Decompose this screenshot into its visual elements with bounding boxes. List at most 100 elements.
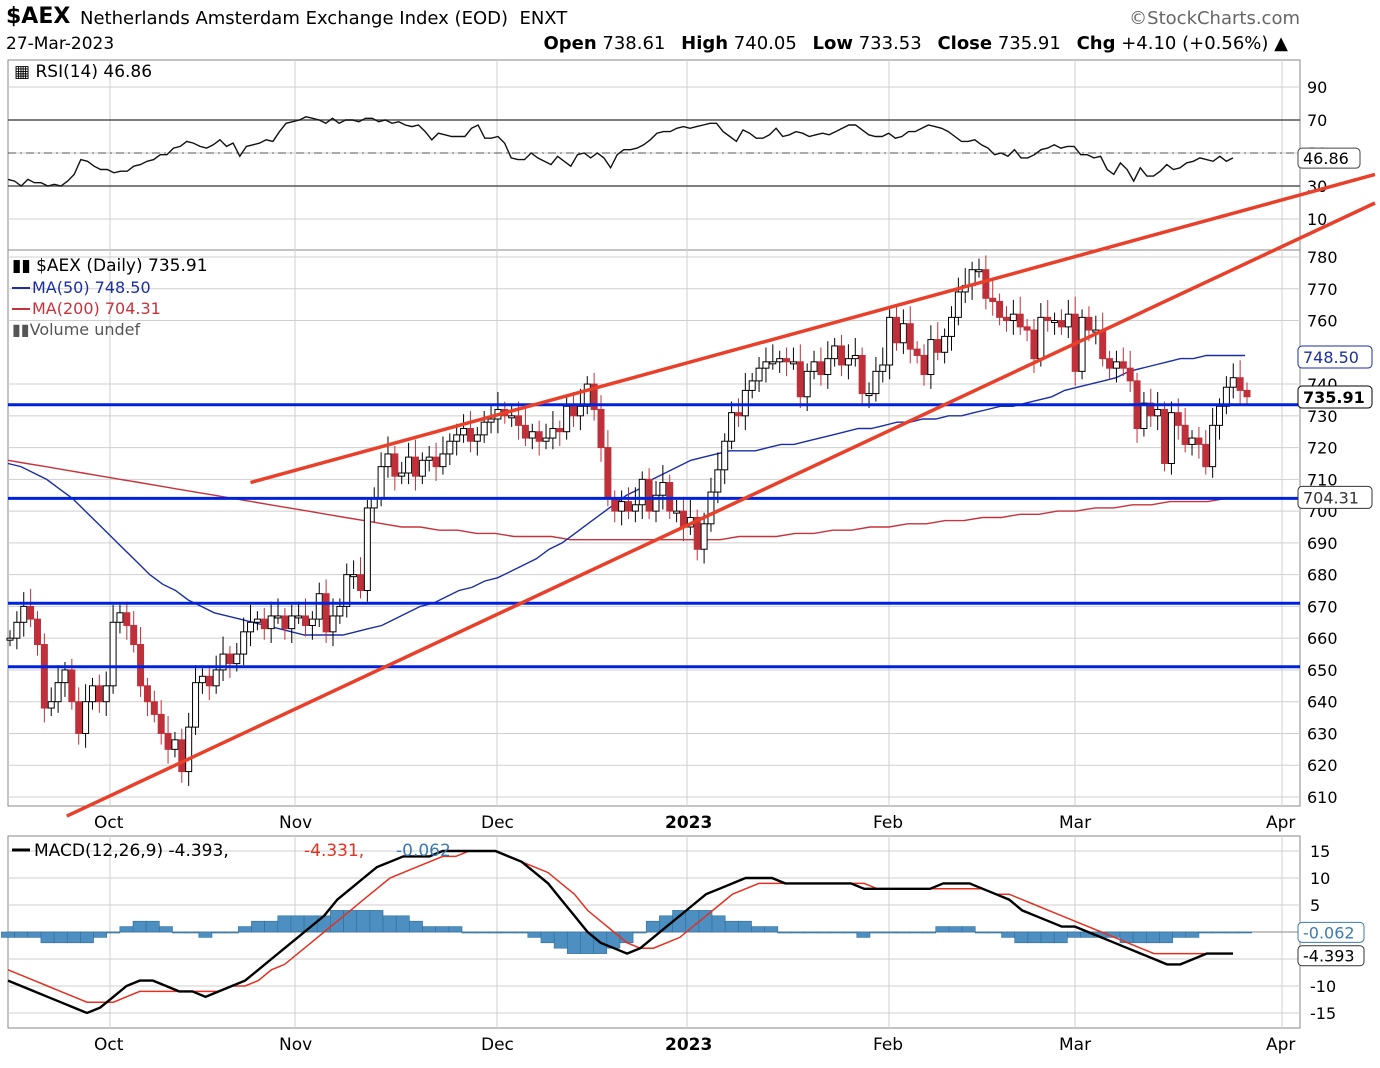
price-x-label: Oct [94, 813, 124, 833]
candle-body [563, 405, 571, 433]
ma200-line [7, 459, 1245, 541]
macd-histogram-bar [1067, 931, 1081, 938]
price-tick-label: 630 [1307, 724, 1338, 743]
rsi-value-box [1297, 147, 1361, 169]
rsi-tick-label: 70 [1307, 111, 1327, 130]
macd-tick-label: -10 [1310, 977, 1336, 996]
candle [95, 674, 103, 713]
candle-body [102, 685, 110, 703]
candle-body [1202, 443, 1210, 468]
candle-body [638, 478, 646, 506]
macd-histogram-bar [764, 926, 779, 933]
candle-body [1023, 326, 1031, 331]
candle-body [934, 339, 942, 353]
candle [810, 350, 818, 380]
candle [535, 420, 543, 456]
candle [1112, 350, 1120, 383]
candle-body [27, 605, 35, 620]
candle [549, 411, 557, 450]
price-x-label: Dec [481, 813, 514, 833]
macd-histogram-bar [448, 926, 463, 933]
rsi-tick-label: 10 [1307, 210, 1327, 229]
candle-body [308, 618, 316, 626]
rsi-line [7, 115, 1234, 187]
candle-body [460, 428, 468, 436]
candle-body [741, 389, 749, 417]
macd-value-box [1297, 945, 1365, 967]
macd-histogram-bar [882, 931, 897, 934]
candle [164, 716, 172, 764]
candle-body [673, 510, 681, 514]
candle [27, 588, 35, 628]
candle-body [831, 345, 839, 360]
candle-body [20, 605, 28, 623]
macd-histogram-bar [369, 910, 384, 933]
candle-body [1099, 329, 1107, 360]
macd-histogram-bar [751, 926, 765, 933]
candle-body [659, 482, 667, 496]
candle [556, 420, 564, 446]
candle-body [363, 507, 371, 592]
candle-body [1222, 386, 1230, 407]
candle-body [556, 428, 564, 433]
macd-tick-label: 10 [1310, 869, 1330, 888]
candle [638, 471, 646, 520]
candle-body [941, 335, 949, 353]
candle-body [748, 380, 756, 391]
macd-histogram-bar [961, 926, 976, 933]
candle-body [350, 574, 358, 578]
candle-body [714, 469, 722, 493]
candle-body [1064, 313, 1072, 328]
candle-body [1216, 405, 1224, 426]
ohlc-summary: Open 738.61 High 740.05 Low 733.53 Close… [543, 33, 1288, 54]
candle-body [123, 612, 131, 626]
signal-legend: -4.331, [304, 841, 364, 861]
candle-body [405, 456, 413, 474]
macd-histogram-bar [1224, 931, 1239, 934]
macd-x-label: Apr [1266, 1035, 1295, 1055]
macd-histogram-bar [1001, 931, 1016, 938]
chart-date: 27-Mar-2023 [6, 34, 115, 54]
candle [178, 728, 186, 783]
candle [308, 611, 316, 640]
macd-histogram-bar [777, 931, 792, 934]
volume-legend: ▮▮Volume undef [12, 320, 140, 339]
candle-body [336, 605, 344, 617]
candle [906, 306, 914, 364]
candle-body [1161, 408, 1169, 464]
candle-body [487, 418, 495, 423]
candle-body [425, 456, 433, 461]
candle [288, 604, 296, 643]
candle-body [693, 516, 701, 550]
macd-histogram-bar [316, 915, 331, 933]
candle-body [302, 615, 310, 626]
candle-body [776, 358, 784, 363]
candle [693, 509, 701, 561]
index-name: Netherlands Amsterdam Exchange Index (EO… [80, 8, 508, 29]
macd-histogram-bar [290, 915, 305, 933]
macd-histogram-bar [1238, 931, 1252, 934]
candle [508, 404, 516, 427]
candle-body [542, 437, 550, 442]
candle-body [356, 574, 364, 592]
candle-body [707, 491, 715, 525]
copyright[interactable]: ©StockCharts.com [1129, 8, 1300, 29]
candle-body [466, 428, 474, 442]
candle [466, 411, 474, 453]
price-panel [7, 249, 1301, 807]
macd-histogram-bar [422, 926, 436, 933]
candle-body [1195, 437, 1203, 445]
candle-body [61, 669, 69, 684]
candle [625, 487, 632, 520]
candle-body [824, 358, 832, 376]
macd-histogram-bar [698, 910, 713, 933]
candle-body [817, 361, 825, 376]
candle-body [1002, 316, 1010, 322]
candle [707, 477, 715, 532]
candle-body [453, 434, 461, 442]
candle-body [446, 440, 454, 455]
macd-histogram-bar [1053, 931, 1068, 944]
candle [192, 665, 200, 736]
hist-value-box [1297, 921, 1365, 943]
